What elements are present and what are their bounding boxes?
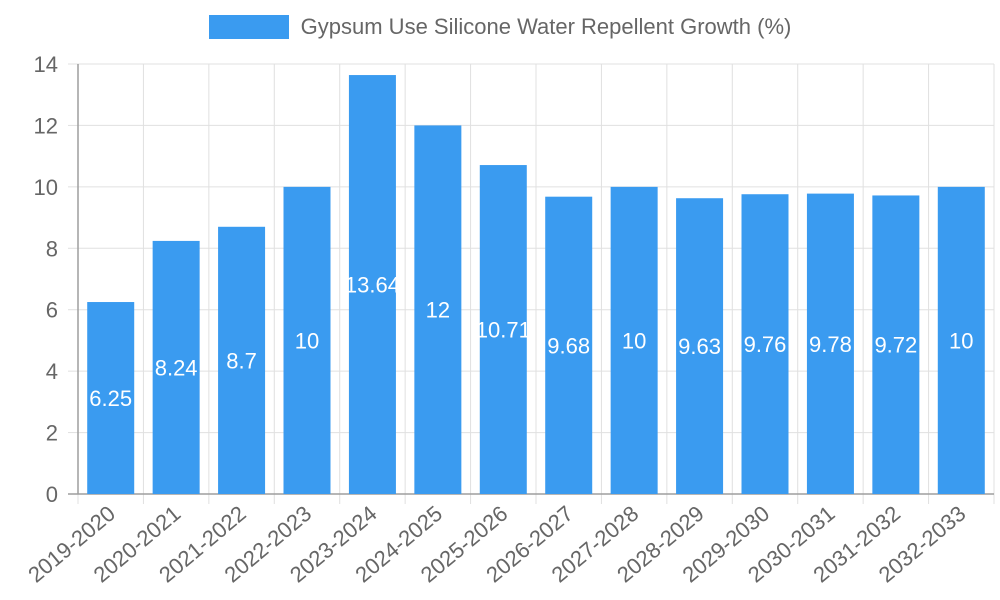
bar-value-label: 10 xyxy=(949,328,973,353)
bar-value-label: 10.71 xyxy=(476,318,531,343)
bar-value-label: 6.25 xyxy=(89,386,132,411)
bar xyxy=(806,193,854,494)
y-tick-label: 4 xyxy=(46,359,58,384)
y-tick-label: 2 xyxy=(46,421,58,446)
bar xyxy=(283,186,331,494)
y-tick-label: 12 xyxy=(34,113,58,138)
bars xyxy=(87,75,985,495)
x-axis-ticks: 2019-20202020-20212021-20222022-20232023… xyxy=(23,501,970,588)
y-tick-label: 0 xyxy=(46,482,58,507)
bar xyxy=(545,196,593,494)
bar-value-label: 10 xyxy=(295,328,319,353)
bar-value-label: 9.72 xyxy=(874,333,917,358)
y-axis-ticks: 0 2 4 6 8 10 12 14 xyxy=(34,52,58,507)
axes xyxy=(68,64,994,495)
bar xyxy=(610,186,658,494)
bar-value-label: 10 xyxy=(622,328,646,353)
bar xyxy=(218,226,266,495)
bar-value-label: 8.24 xyxy=(155,355,198,380)
bar xyxy=(152,240,200,494)
bar xyxy=(348,75,396,495)
y-tick-label: 14 xyxy=(34,52,58,77)
bar-value-labels: 6.25 8.24 8.7 10 13.64 12 10.71 9.68 10 9.63 9.76 9… xyxy=(89,273,973,411)
legend-swatch xyxy=(208,15,289,39)
bar-value-label: 9.63 xyxy=(678,334,721,359)
y-tick-label: 6 xyxy=(46,298,58,323)
bar-value-label: 9.78 xyxy=(809,332,852,357)
bar-value-label: 8.7 xyxy=(226,348,257,373)
legend-label: Gypsum Use Silicone Water Repellent Grow… xyxy=(300,14,792,39)
y-tick-label: 8 xyxy=(46,236,58,261)
bar xyxy=(87,302,135,494)
bar xyxy=(414,125,462,494)
bar-value-label: 13.64 xyxy=(345,273,400,298)
bar-value-label: 9.76 xyxy=(744,332,787,357)
y-tick-label: 10 xyxy=(34,175,58,200)
chart-legend[interactable]: Gypsum Use Silicone Water Repellent Grow… xyxy=(0,14,1000,40)
grid-lines xyxy=(68,63,995,504)
bar xyxy=(872,195,920,494)
bar xyxy=(937,186,985,494)
bar-value-label: 9.68 xyxy=(547,333,590,358)
bar xyxy=(741,194,789,494)
bar-value-label: 12 xyxy=(426,298,450,323)
bar xyxy=(479,165,527,495)
bar xyxy=(676,198,724,494)
